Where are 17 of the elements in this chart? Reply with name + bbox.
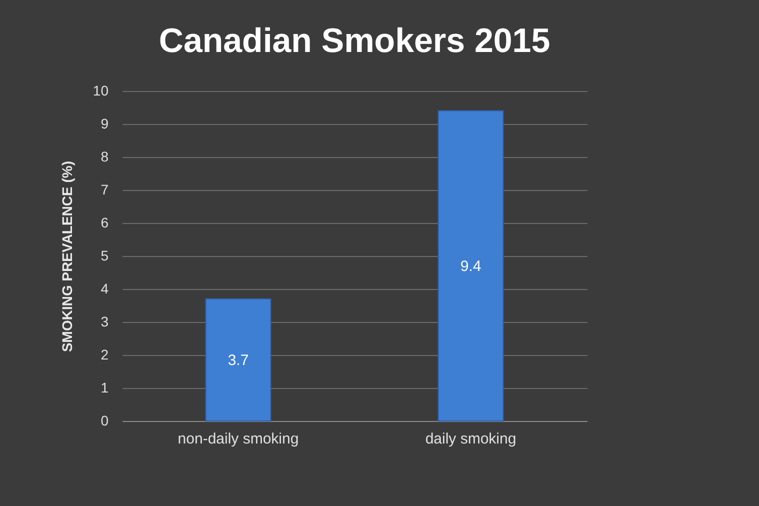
y-tick-label: 6: [100, 214, 109, 230]
y-tick-label: 4: [100, 280, 109, 296]
chart-title: Canadian Smokers 2015: [158, 22, 550, 60]
y-tick-label: 0: [100, 412, 109, 428]
x-tick-label: non-daily smoking: [178, 430, 299, 448]
y-tick-label: 8: [100, 148, 109, 164]
data-label: 9.4: [460, 258, 482, 275]
y-tick-label: 9: [100, 116, 109, 132]
y-tick-label: 2: [100, 346, 109, 362]
y-tick-label: 5: [100, 248, 109, 264]
y-tick-label: 10: [92, 82, 109, 98]
y-axis-title: SMOKING PREVALENCE (%): [58, 160, 75, 352]
y-tick-label: 7: [100, 182, 109, 198]
x-tick-label: daily smoking: [425, 430, 516, 448]
data-label: 3.7: [228, 352, 249, 369]
y-tick-label: 1: [100, 380, 109, 396]
y-tick-label: 3: [100, 314, 109, 330]
